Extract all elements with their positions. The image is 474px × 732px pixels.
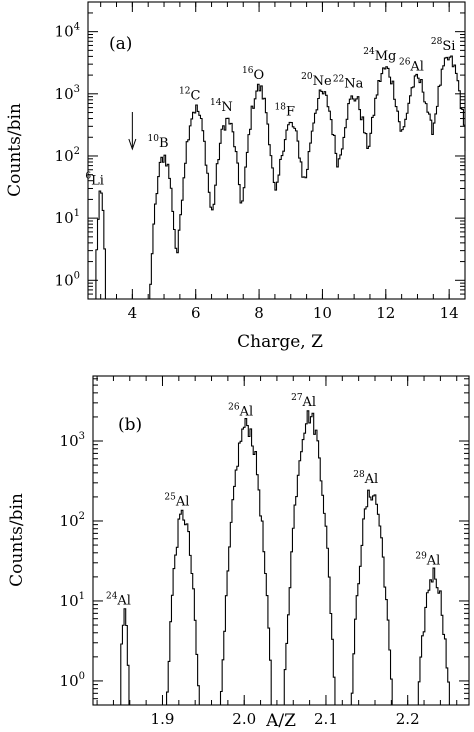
panel-label-a: (a) bbox=[109, 34, 132, 54]
plot-frame-a bbox=[87, 1, 466, 300]
x-tick-label: 1.9 bbox=[151, 710, 175, 728]
x-tick-label: 6 bbox=[191, 304, 201, 322]
peak-label: 16O bbox=[242, 66, 264, 83]
x-tick-label: 8 bbox=[254, 304, 264, 322]
x-axis-label-b: A/Z bbox=[265, 711, 296, 731]
y-tick-label: 100 bbox=[60, 671, 85, 690]
peak-label: 22Na bbox=[333, 75, 364, 92]
y-axis-label-b: Counts/bin bbox=[7, 493, 27, 587]
histogram-curve bbox=[88, 55, 466, 300]
panel-label-b: (b) bbox=[118, 415, 142, 435]
peak-label: 26Al bbox=[399, 57, 424, 74]
peak-label: 12C bbox=[179, 87, 200, 104]
histogram-a bbox=[88, 55, 466, 300]
peak-label: 18F bbox=[275, 103, 295, 120]
y-tick-labels-b: 100 101 102 103 bbox=[60, 431, 85, 690]
y-tick-label: 100 bbox=[55, 270, 80, 289]
peak-label: 28Si bbox=[431, 37, 456, 54]
y-tick-label: 103 bbox=[60, 431, 85, 450]
y-tick-label: 101 bbox=[60, 591, 85, 610]
peak-label: 27Al bbox=[291, 393, 316, 410]
y-axis-label-a: Counts/bin bbox=[5, 103, 25, 197]
x-axis-label-a: Charge, Z bbox=[237, 332, 323, 352]
y-tick-label: 104 bbox=[55, 22, 80, 41]
x-tick-label: 2.1 bbox=[314, 710, 338, 728]
y-tick-label: 101 bbox=[55, 208, 80, 227]
axis-ticks-a bbox=[88, 1, 466, 300]
y-tick-label: 103 bbox=[55, 84, 80, 103]
peak-label: 26Al bbox=[228, 403, 253, 420]
histogram-b bbox=[93, 410, 469, 706]
x-tick-label: 2.0 bbox=[232, 710, 256, 728]
x-tick-labels-a: 4 6 8 10 12 14 bbox=[128, 304, 459, 322]
x-tick-label: 4 bbox=[128, 304, 138, 322]
peak-label: 24Al bbox=[106, 591, 131, 608]
arrow-marker bbox=[128, 112, 137, 151]
peak-label: 25Al bbox=[164, 493, 189, 510]
peak-label: 10B bbox=[148, 134, 169, 151]
x-tick-label: 12 bbox=[376, 304, 395, 322]
peak-label: 28Al bbox=[353, 470, 378, 487]
x-tick-labels-b: 1.9 2.0 2.1 2.2 bbox=[151, 710, 420, 728]
peak-label: 14N bbox=[210, 98, 233, 115]
histogram-curve bbox=[93, 410, 469, 706]
y-tick-labels-a: 100 101 102 103 104 bbox=[55, 22, 80, 290]
peak-label: 20Ne bbox=[301, 72, 332, 89]
x-tick-label: 2.2 bbox=[396, 710, 420, 728]
axis-ticks-b bbox=[93, 376, 469, 706]
peak-label: 24Mg bbox=[363, 47, 396, 64]
peak-label: 29Al bbox=[415, 552, 440, 569]
arrow-head bbox=[128, 138, 137, 151]
panel-b: 24Al 25Al 26Al 27Al 28Al 29Al 1.9 2.0 2.1 2.2 10… bbox=[7, 375, 470, 731]
plot-frame-b bbox=[92, 375, 470, 706]
peak-labels-b: 24Al 25Al 26Al 27Al 28Al 29Al bbox=[106, 393, 440, 608]
x-tick-label: 14 bbox=[440, 304, 459, 322]
y-tick-label: 102 bbox=[55, 146, 80, 165]
x-tick-label: 10 bbox=[313, 304, 332, 322]
y-tick-label: 102 bbox=[60, 511, 85, 530]
